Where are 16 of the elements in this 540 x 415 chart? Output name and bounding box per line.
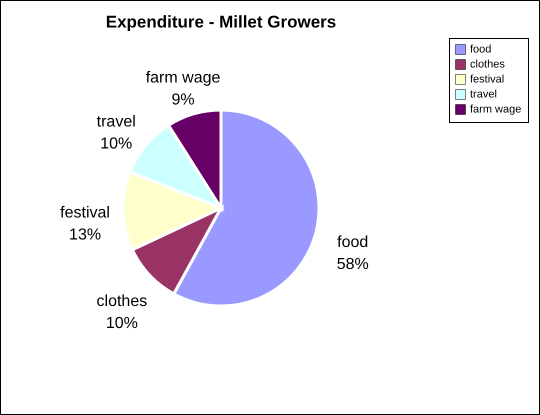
- data-label: 13%: [69, 226, 102, 244]
- slice-label: clothes: [96, 293, 148, 310]
- legend-label: festival: [470, 74, 504, 86]
- legend-label: clothes: [470, 58, 506, 70]
- slice-label: farm wage: [146, 69, 221, 86]
- slice-label: festival: [60, 204, 110, 222]
- legend-label: travel: [470, 88, 497, 100]
- slice-label: travel: [96, 113, 136, 130]
- data-label: 10%: [100, 135, 132, 152]
- legend-label: food: [470, 44, 492, 56]
- data-label: 9%: [171, 91, 195, 108]
- data-label: 10%: [106, 315, 138, 332]
- data-label: 58%: [336, 256, 369, 273]
- legend-label: farm wage: [470, 104, 522, 116]
- slice-label: food: [337, 234, 368, 251]
- chart-title: Expenditure - Millet Growers: [106, 12, 336, 32]
